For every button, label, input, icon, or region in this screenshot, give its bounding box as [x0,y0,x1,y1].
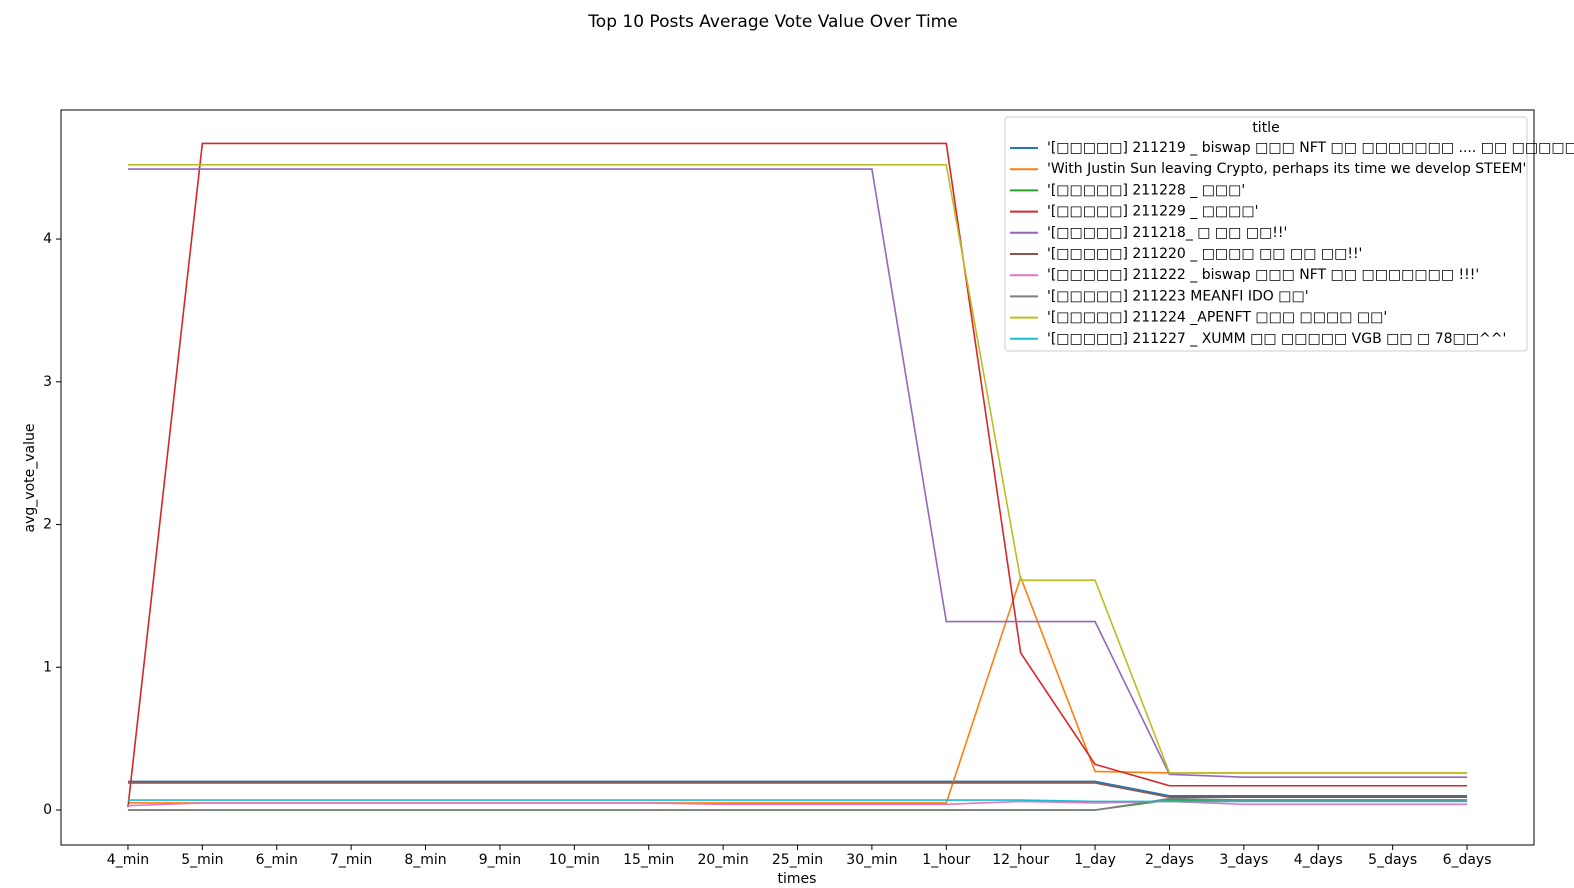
y-tick-label: 2 [43,517,52,533]
y-tick-label: 4 [43,231,52,247]
y-tick-label: 1 [43,659,52,675]
series-line [127,164,1468,774]
legend-box [1004,116,1528,352]
chart-title: Top 10 Posts Average Vote Value Over Tim… [587,12,957,32]
series-line [127,142,1468,808]
legend-label: '[□□□□□] 211219 _ biswap □□□ NFT □□ □□□□… [1047,140,1574,156]
x-tick-label: 4_days [1294,852,1343,868]
x-tick-label: 10_min [549,852,600,868]
legend-label: 'With Justin Sun leaving Crypto, perhaps… [1047,161,1526,177]
x-tick-label: 2_days [1145,852,1194,868]
legend-label: '[□□□□□] 211223 MEANFI IDO □□' [1047,288,1309,304]
x-tick-label: 1_day [1074,852,1116,868]
x-tick-label: 7_min [330,852,372,868]
legend-label: '[□□□□□] 211220 _ □□□□ □□ □□ □□!!' [1047,246,1362,262]
legend-label: '[□□□□□] 211218_ □ □□ □□!!' [1047,225,1287,241]
x-tick-label: 20_min [697,852,748,868]
series-line [127,168,1468,778]
x-tick-label: 3_days [1219,852,1268,868]
x-tick-label: 8_min [404,852,446,868]
series-line [127,782,1468,798]
x-tick-label: 30_min [846,852,897,868]
y-tick-label: 3 [43,374,52,390]
legend-label: '[□□□□□] 211227 _ XUMM □□ □□□□□ VGB □□ □… [1047,331,1506,347]
series-line [127,574,1468,804]
legend-label: '[□□□□□] 211222 _ biswap □□□ NFT □□ □□□□… [1047,267,1479,283]
series-line [127,780,1468,797]
x-tick-label: 12_hour [992,852,1049,868]
legend-title: title [1252,120,1279,136]
x-tick-label: 5_days [1368,852,1417,868]
series-line [127,797,1468,811]
x-tick-label: 15_min [623,852,674,868]
x-tick-label: 1_hour [922,852,970,868]
x-tick-label: 6_days [1443,852,1492,868]
legend-label: '[□□□□□] 211229 _ □□□□' [1047,204,1258,220]
series-line [127,799,1468,803]
x-axis-label: times [778,871,817,887]
series-line [127,800,1468,807]
x-tick-label: 4_min [107,852,149,868]
x-tick-label: 25_min [772,852,823,868]
legend-label: '[□□□□□] 211228 _ □□□' [1047,182,1245,198]
x-tick-label: 5_min [181,852,223,868]
x-tick-label: 9_min [479,852,521,868]
x-tick-label: 6_min [256,852,298,868]
y-tick-label: 0 [43,802,52,818]
y-axis-label: avg_vote_value [22,424,38,533]
legend-label: '[□□□□□] 211224 _APENFT □□□ □□□□ □□' [1047,310,1387,326]
